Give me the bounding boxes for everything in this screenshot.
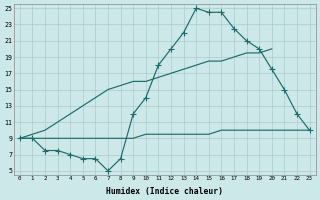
- X-axis label: Humidex (Indice chaleur): Humidex (Indice chaleur): [106, 187, 223, 196]
